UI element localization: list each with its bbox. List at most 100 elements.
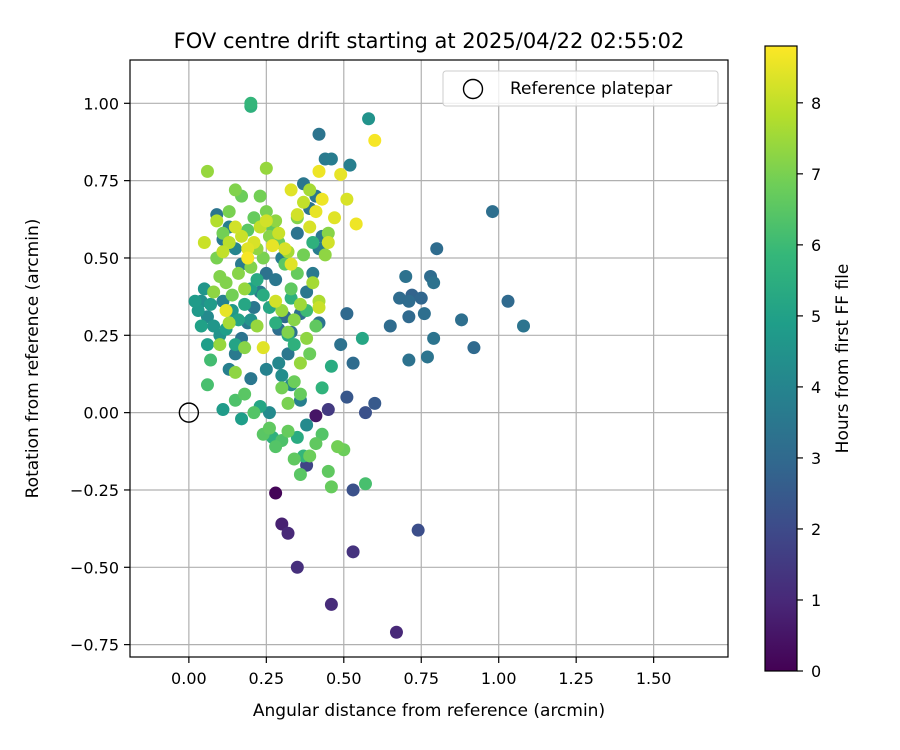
scatter-point [253,189,267,203]
scatter-point [272,356,286,370]
scatter-point [309,409,323,423]
x-tick-label: 0.75 [403,669,439,688]
scatter-point [216,226,230,240]
y-tick-label: 1.00 [83,94,119,113]
colorbar-frame [764,45,798,672]
scatter-point [309,319,323,333]
scatter-point [228,393,242,407]
scatter-point [293,356,307,370]
colorbar-tick-label: 4 [811,378,821,397]
scatter-point [281,396,295,410]
scatter-point [501,294,515,308]
scatter-point [222,316,236,330]
scatter-point [222,236,236,250]
colorbar-tick-label: 0 [811,662,821,681]
scatter-point [324,597,338,611]
y-tick-label: 0.25 [83,326,119,345]
scatter-point [315,192,329,206]
scatter-point [334,167,348,181]
scatter-point [324,152,338,166]
colorbar-gradient [765,46,797,671]
scatter-point [346,356,360,370]
scatter-point [278,242,292,256]
scatter-point [213,338,227,352]
scatter-point [204,353,218,367]
colorbar-tick-label: 2 [811,520,821,539]
scatter-point [219,276,233,290]
scatter-point [349,217,363,231]
scatter-point [275,369,289,383]
scatter-point [207,285,221,299]
scatter-point [235,229,249,243]
scatter-point [340,390,354,404]
scatter-point [188,294,202,308]
colorbar-ticks: 0 1 2 3 4 5 6 7 8 [797,94,821,681]
grid [130,60,728,657]
y-tick-label: 0.75 [83,172,119,191]
colorbar-tick-label: 7 [811,165,821,184]
x-tick-label: 0.00 [171,669,207,688]
colorbar-label: Hours from first FF file [833,264,853,454]
scatter-point [269,440,283,454]
scatter-point [287,313,301,327]
scatter-point [247,406,261,420]
colorbar-tick-label: 3 [811,449,821,468]
x-axis-label: Angular distance from reference (arcmin) [253,701,605,721]
scatter-point [321,403,335,417]
colorbar-tick-label: 5 [811,307,821,326]
scatter-point [368,133,382,147]
reference-point-marker [178,402,200,423]
scatter-point [430,242,444,256]
scatter-point [256,341,270,355]
scatter-point [411,523,425,537]
scatter-point [228,347,242,361]
scatter-point [250,273,264,287]
scatter-point [194,319,208,333]
scatter-point [269,214,283,228]
scatter-point [259,214,273,228]
scatter-point [312,127,326,141]
scatter-point [340,307,354,321]
scatter-point [284,291,298,305]
scatter-point [207,319,221,333]
y-tick-label: −0.25 [70,481,119,500]
scatter-point [321,464,335,478]
chart-title: FOV centre drift starting at 2025/04/22 … [174,29,685,53]
scatter-point [315,427,329,441]
scatter-point [303,183,317,197]
scatter-point [427,331,441,345]
scatter-point [238,341,252,355]
legend-marker-open-circle [462,78,484,100]
legend-label: Reference platepar [510,79,672,99]
scatter-point [284,183,298,197]
x-tick-label: 1.25 [558,669,594,688]
scatter-point [284,282,298,296]
scatter-point [306,266,320,280]
scatter-point [327,211,341,225]
scatter-point [256,288,270,302]
y-axis-label: Rotation from reference (arcmin) [23,219,43,499]
scatter-point [238,297,252,311]
scatter-point [281,347,295,361]
scatter-point [250,319,264,333]
scatter-point [358,477,372,491]
scatter-point [340,192,354,206]
scatter-point [287,452,301,466]
scatter-point [321,226,335,240]
scatter-point [200,164,214,178]
scatter-point [256,251,270,265]
scatter-point [247,211,261,225]
scatter-point [200,338,214,352]
colorbar-tick-label: 8 [811,94,821,113]
scatter-point [402,294,416,308]
scatter-point [287,375,301,389]
scatter-point [399,270,413,284]
scatter-point [368,396,382,410]
scatter-point [269,316,283,330]
scatter-point [216,245,230,259]
scatter-point [269,294,283,308]
x-tick-label: 0.25 [249,669,285,688]
scatter-point [290,560,304,574]
scatter-point [275,381,289,395]
